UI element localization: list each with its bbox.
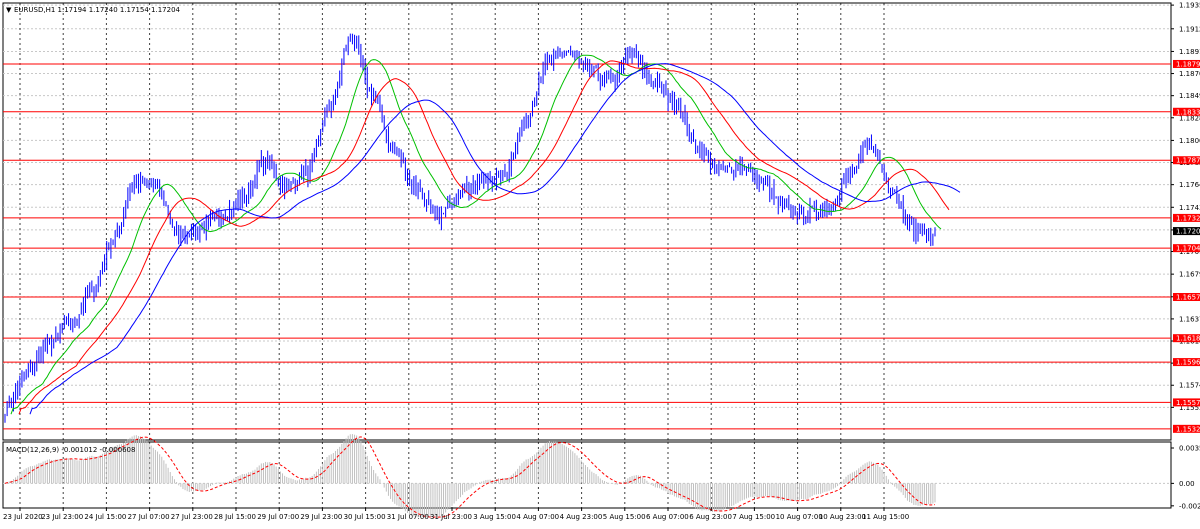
x-tick-label: 27 Jul 07:00: [128, 513, 170, 521]
level-price-tag-label: 1.15577: [1176, 399, 1200, 407]
y-tick-label: 1.19125: [1179, 25, 1200, 33]
x-tick-label: 31 Jul 23:00: [430, 513, 472, 521]
y-tick-label: 1.15530: [1179, 404, 1200, 412]
x-tick-label: 29 Jul 07:00: [257, 513, 299, 521]
moving-average-line: [10, 54, 942, 415]
y-tick-label: 1.19350: [1179, 2, 1200, 10]
moving-average-line: [29, 63, 961, 415]
y-tick-label: 1.17430: [1179, 204, 1200, 212]
grid-lines: [3, 3, 1171, 508]
support-resistance-levels: [3, 63, 1171, 430]
macd-y-tick-label: -0.00228: [1179, 502, 1200, 510]
x-tick-label: 11 Aug 15:00: [862, 513, 909, 521]
level-price-tag: [1173, 59, 1200, 68]
x-tick-label: 7 Aug 15:00: [732, 513, 775, 521]
macd-y-tick-label: 0.00: [1179, 480, 1195, 488]
x-tick-label: 29 Jul 23:00: [300, 513, 342, 521]
level-price-tag: [1173, 334, 1200, 343]
level-price-tag: [1173, 358, 1200, 367]
x-tick-label: 30 Jul 15:00: [344, 513, 386, 521]
y-tick-label: 1.16795: [1179, 271, 1200, 279]
symbol-ohlc-label: EURUSD,H1 1.17194 1.17240 1.17154 1.1720…: [14, 6, 181, 14]
macd-y-tick-label: 0.00359: [1179, 445, 1200, 453]
macd-indicator: [4, 434, 936, 518]
level-price-tag: [1173, 213, 1200, 222]
x-tick-label: 28 Jul 15:00: [214, 513, 256, 521]
level-price-tag-label: 1.18337: [1176, 108, 1200, 116]
x-tick-label: 10 Aug 23:00: [819, 513, 866, 521]
collapse-marker-icon[interactable]: ▼: [6, 6, 12, 14]
chart-header: ▼ EURUSD,H1 1.17194 1.17240 1.17154 1.17…: [6, 6, 181, 14]
level-price-tag: [1173, 424, 1200, 433]
x-tick-label: 6 Aug 07:00: [646, 513, 689, 521]
level-price-tag: [1173, 244, 1200, 253]
y-tick-label: 1.18490: [1179, 92, 1200, 100]
level-price-tag-label: 1.16578: [1176, 294, 1200, 302]
x-tick-label: 3 Aug 15:00: [473, 513, 516, 521]
x-tick-label: 4 Aug 23:00: [560, 513, 603, 521]
level-price-tag: [1173, 107, 1200, 116]
y-tick-label: 1.18065: [1179, 137, 1200, 145]
x-tick-label: 5 Aug 15:00: [603, 513, 646, 521]
moving-averages: [10, 54, 961, 415]
level-price-tag-label: 1.15960: [1176, 359, 1200, 367]
current-price-tag: [1173, 227, 1200, 236]
y-tick-label: 1.16370: [1179, 315, 1200, 323]
x-tick-label: 24 Jul 15:00: [84, 513, 126, 521]
level-price-tag-label: 1.16187: [1176, 335, 1200, 343]
level-price-tag-label: 1.17877: [1176, 157, 1200, 165]
macd-label: MACD(12,26,9) -0.001012 -0.000608: [6, 446, 135, 454]
moving-average-line: [18, 60, 950, 415]
x-tick-label: 31 Jul 07:00: [387, 513, 429, 521]
x-tick-label: 23 Jul 2020: [3, 513, 43, 521]
y-tick-label: 1.15740: [1179, 382, 1200, 390]
x-tick-label: 4 Aug 07:00: [516, 513, 559, 521]
current-price-label: 1.17204: [1176, 228, 1200, 236]
y-tick-label: 1.18910: [1179, 48, 1200, 56]
level-price-tag-label: 1.17329: [1176, 214, 1200, 222]
level-price-tag: [1173, 398, 1200, 407]
macd-axis: 0.00359 0.00 -0.00228: [1171, 445, 1200, 510]
x-tick-label: 10 Aug 07:00: [776, 513, 823, 521]
level-price-tag: [1173, 293, 1200, 302]
main-panel-frame: [2, 2, 1172, 441]
x-tick-label: 6 Aug 23:00: [689, 513, 732, 521]
x-tick-label: 27 Jul 23:00: [171, 513, 213, 521]
y-tick-label: 1.17645: [1179, 181, 1200, 189]
macd-panel-frame: [2, 441, 1172, 509]
y-tick-label: 1.18700: [1179, 70, 1200, 78]
x-tick-label: 23 Jul 23:00: [41, 513, 83, 521]
level-price-tag: [1173, 156, 1200, 165]
level-price-tag-label: 1.17042: [1176, 245, 1200, 253]
level-price-tag-label: 1.15326: [1176, 425, 1200, 433]
y-tick-label: 1.18280: [1179, 114, 1200, 122]
